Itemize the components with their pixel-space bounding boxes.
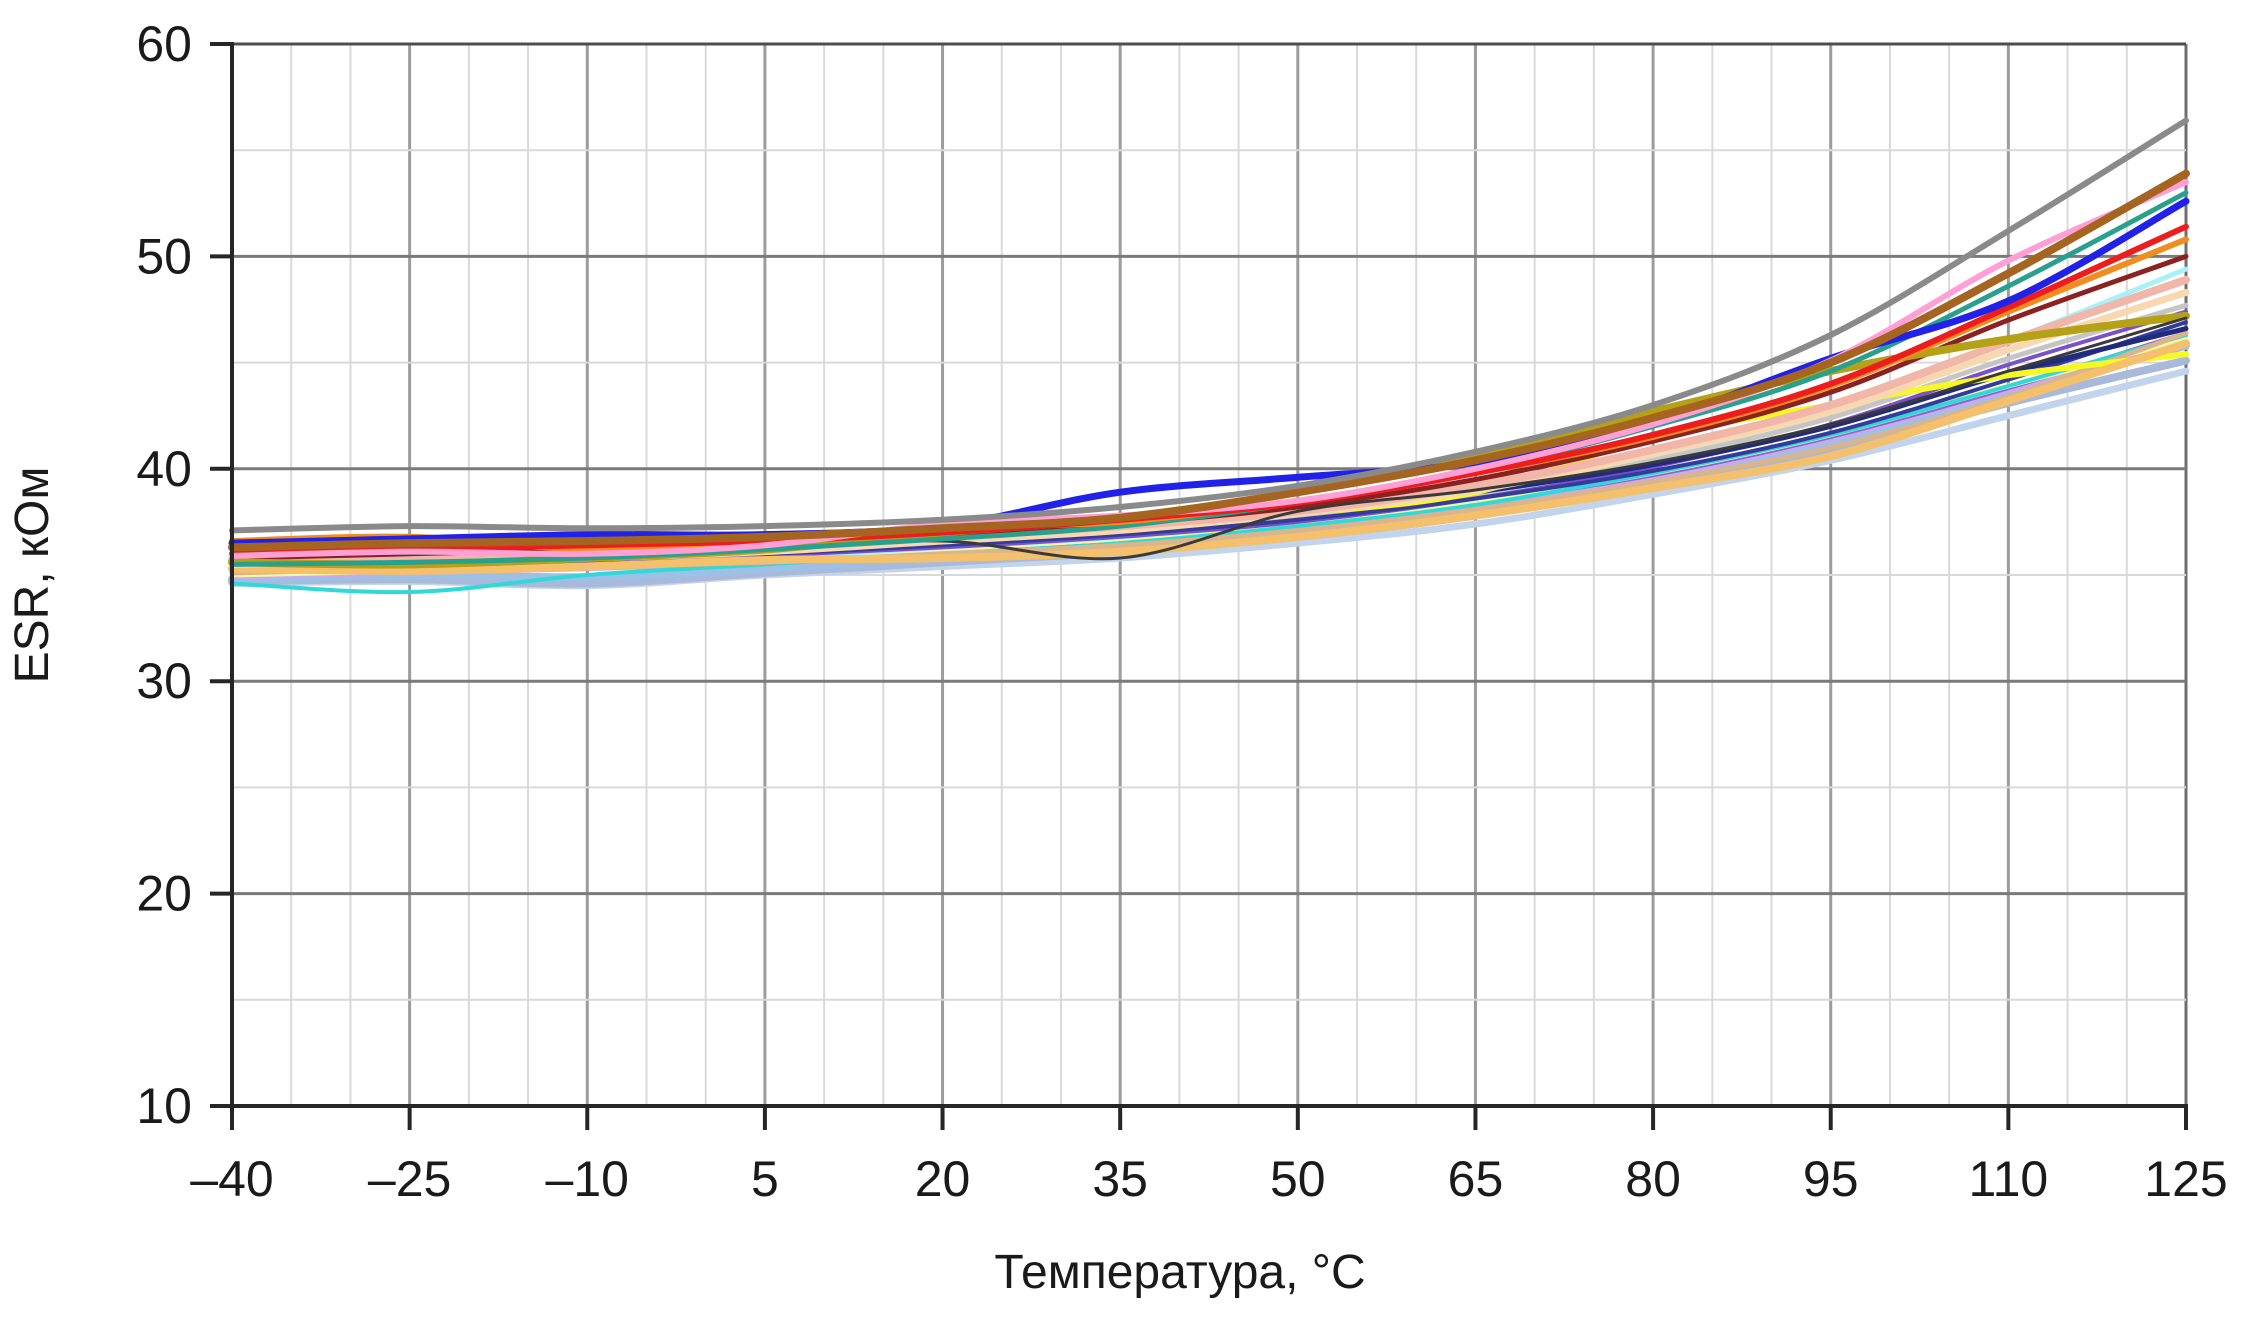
x-tick-label: 65 bbox=[1448, 1151, 1504, 1207]
series-line-cyan bbox=[230, 333, 2188, 595]
x-tick-label: –40 bbox=[190, 1151, 273, 1207]
series-line-blue bbox=[228, 197, 2190, 547]
x-tick-label: 95 bbox=[1803, 1151, 1859, 1207]
series-layer bbox=[228, 117, 2190, 595]
y-tick-label: 40 bbox=[136, 441, 192, 497]
x-tick-label: 110 bbox=[1969, 1151, 2049, 1207]
x-tick-label: 5 bbox=[751, 1151, 779, 1207]
y-tick-label: 50 bbox=[136, 228, 192, 284]
y-tick-label: 30 bbox=[136, 653, 192, 709]
y-axis-title: ESR, кОм bbox=[6, 467, 59, 684]
y-tick-label: 60 bbox=[136, 16, 192, 72]
x-tick-label: 125 bbox=[2144, 1151, 2227, 1207]
x-tick-label: 35 bbox=[1092, 1151, 1148, 1207]
series-line-gray bbox=[229, 117, 2189, 534]
x-axis-title: Температура, °C bbox=[994, 1246, 1365, 1299]
x-tick-label: 20 bbox=[915, 1151, 971, 1207]
grid-layer bbox=[232, 42, 2188, 1106]
tick-label-layer: 10 20 30 40 50 60 –40 –25 –10 5 20 35 50 65 80 95 110 125 bbox=[136, 16, 2227, 1207]
x-tick-label: –10 bbox=[546, 1151, 629, 1207]
y-tick-label: 20 bbox=[136, 866, 192, 922]
x-tick-label: –25 bbox=[368, 1151, 451, 1207]
x-tick-label: 50 bbox=[1270, 1151, 1326, 1207]
axis-layer bbox=[210, 42, 2188, 1130]
series-line-brown bbox=[228, 169, 2190, 552]
y-tick-label: 10 bbox=[136, 1078, 192, 1134]
series-line-sandy bbox=[228, 339, 2190, 575]
x-tick-label: 80 bbox=[1625, 1151, 1681, 1207]
